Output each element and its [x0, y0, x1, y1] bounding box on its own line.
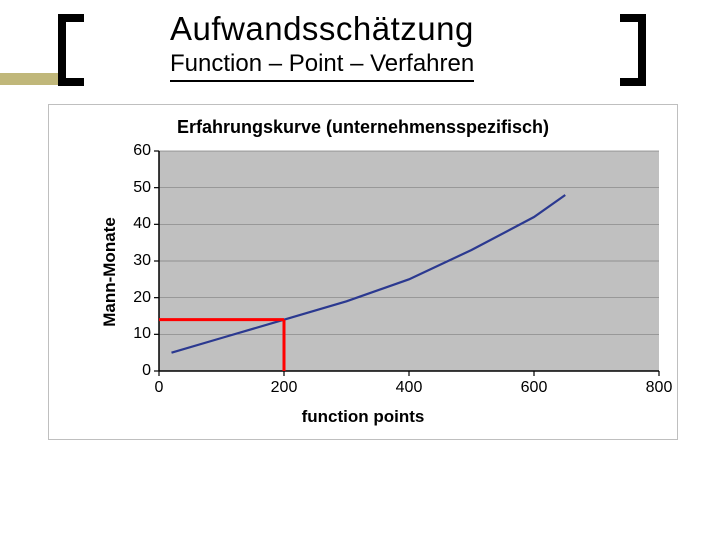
bracket-right-path: [620, 18, 642, 82]
ytick-label: 20: [121, 289, 151, 307]
ytick-label: 40: [121, 215, 151, 233]
chart-svg: [159, 151, 659, 371]
slide: Aufwandsschätzung Function – Point – Ver…: [0, 0, 720, 540]
ytick-label: 0: [121, 362, 151, 380]
bracket-left: [54, 14, 88, 86]
page-title: Aufwandsschätzung: [170, 10, 474, 48]
xtick-label: 200: [271, 379, 298, 397]
xtick-label: 400: [396, 379, 423, 397]
chart-title: Erfahrungskurve (unternehmensspezifisch): [49, 117, 677, 138]
chart-container: Erfahrungskurve (unternehmensspezifisch)…: [48, 104, 678, 440]
bracket-left-path: [62, 18, 84, 82]
xtick-label: 0: [155, 379, 164, 397]
xtick-label: 600: [521, 379, 548, 397]
page-subtitle: Function – Point – Verfahren: [170, 50, 474, 82]
ytick-label: 50: [121, 179, 151, 197]
ytick-label: 10: [121, 325, 151, 343]
chart-xlabel: function points: [49, 407, 677, 427]
ytick-label: 60: [121, 142, 151, 160]
ytick-label: 30: [121, 252, 151, 270]
xtick-label: 800: [646, 379, 673, 397]
bracket-right: [616, 14, 650, 86]
chart-plot: 0102030405060 0200400600800: [159, 151, 659, 371]
chart-ylabel: Mann-Monate: [100, 217, 120, 327]
